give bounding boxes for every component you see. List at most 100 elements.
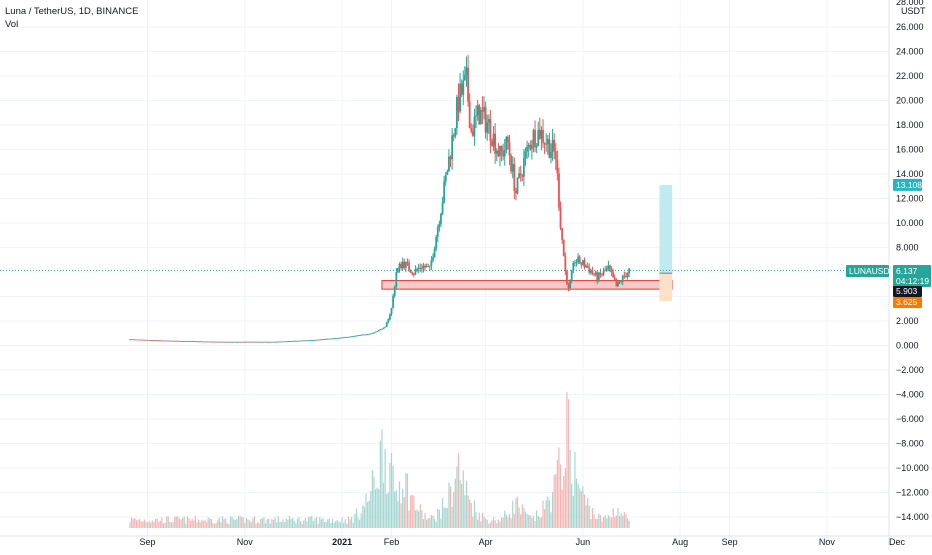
candle-body (334, 338, 337, 339)
volume-bar (303, 520, 305, 528)
price-unit-label: USDT (901, 6, 926, 16)
candle-body (583, 260, 586, 268)
volume-bar (424, 513, 426, 528)
volume-bar (556, 459, 558, 528)
candle-body (403, 261, 406, 268)
volume-bar (456, 466, 458, 528)
candle-body (168, 340, 171, 342)
candle-body (382, 327, 385, 329)
volume-bar (371, 470, 373, 528)
volume-bar (410, 495, 412, 528)
candle-body (511, 164, 514, 172)
candle-body (306, 340, 308, 342)
candle-body (176, 340, 179, 342)
candle-body (456, 97, 458, 129)
candle-body (377, 330, 380, 332)
volume-bar (284, 522, 286, 528)
candle-body (183, 341, 186, 342)
volume-bar (172, 522, 174, 528)
volume-bar (309, 516, 311, 528)
candle-body (470, 128, 473, 132)
candle-body (129, 339, 131, 341)
candle-body (208, 341, 211, 343)
volume-bar (390, 452, 393, 528)
volume-bar (188, 517, 190, 528)
candle-body (278, 341, 281, 343)
candle-body (621, 275, 624, 282)
volume-bar (362, 505, 364, 528)
price-tick-label: 20.000 (896, 96, 924, 106)
candle-body (454, 128, 457, 137)
candle-body (601, 274, 603, 276)
volume-bar (343, 523, 345, 528)
candle-body (479, 109, 482, 125)
candle-body (202, 341, 205, 343)
volume-bar (497, 519, 499, 528)
candle-body (610, 269, 613, 273)
volume-bar (212, 522, 214, 528)
candle-body (567, 284, 570, 289)
volume-bar (603, 517, 605, 528)
volume-bar (588, 505, 590, 528)
volume-bar (298, 517, 300, 528)
candle-body (143, 339, 146, 341)
candle-body (357, 335, 359, 337)
candle-body (475, 115, 477, 117)
volume-bar (247, 519, 249, 528)
volume-bar (510, 518, 512, 528)
volume-bar (256, 522, 259, 528)
candle-body (309, 340, 312, 341)
volume-bar (201, 519, 203, 528)
volume-bar (335, 520, 337, 528)
candle-body (374, 331, 377, 333)
volume-bar (418, 511, 420, 528)
candle-body (390, 308, 393, 315)
volume-bar (250, 522, 252, 528)
volume-bar (164, 522, 166, 528)
candle-body (341, 337, 343, 339)
volume-bar (617, 508, 619, 528)
volume-bar (628, 520, 630, 528)
price-tick-label: 24.000 (896, 47, 924, 57)
candle-body (223, 341, 225, 343)
candle-body (513, 164, 516, 192)
candle-body (355, 335, 358, 337)
volume-bar (441, 498, 444, 528)
candle-body (330, 338, 332, 340)
candle-body (542, 129, 544, 143)
candle-body (172, 340, 174, 342)
volume-bar (547, 496, 549, 528)
candle-body (337, 337, 340, 339)
candle-body (231, 341, 233, 343)
candle-body (505, 136, 508, 151)
volume-bar (432, 515, 434, 528)
candle-body (196, 341, 198, 343)
candle-body (459, 83, 461, 112)
volume-bar (156, 518, 158, 528)
candle-body (602, 270, 605, 275)
volume-bar (575, 478, 578, 528)
volume-bar (620, 513, 622, 528)
candle-body (476, 105, 479, 116)
volume-bar (374, 489, 377, 528)
volume-bar (347, 516, 350, 528)
volume-bar (280, 521, 283, 528)
stop-badge: 3.625 (893, 297, 922, 308)
volume-bar (129, 522, 131, 528)
last-price-badge-bg (893, 265, 931, 277)
volume-bar (272, 519, 275, 528)
volume-bar (596, 518, 598, 528)
volume-bar (585, 505, 587, 528)
volume-bar (293, 520, 295, 528)
candle-body (261, 341, 264, 343)
candle-body (444, 174, 447, 182)
volume-bar (614, 516, 616, 528)
volume-bar (367, 501, 369, 528)
candle-body (491, 141, 493, 147)
candle-body (328, 338, 331, 340)
candle-body (221, 341, 224, 343)
volume-bar (422, 519, 425, 528)
candle-body (248, 341, 251, 343)
